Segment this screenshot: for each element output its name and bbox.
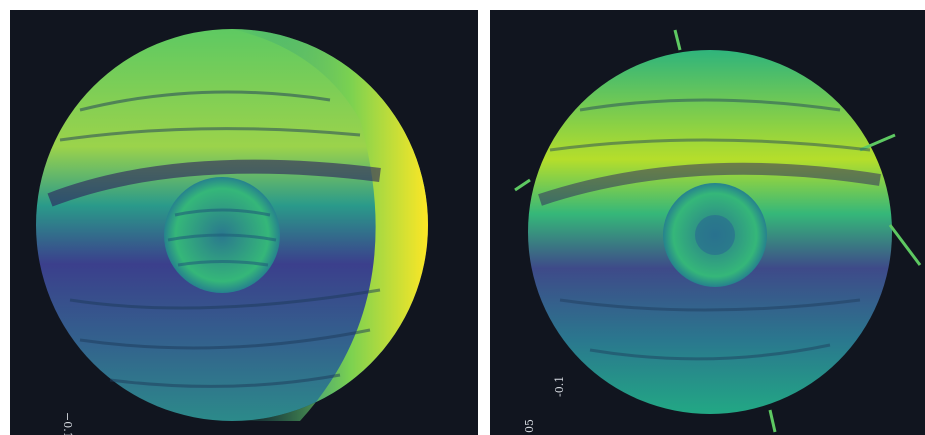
surface-ridges: [59, 90, 381, 388]
left-panel: −0.1: [10, 10, 478, 435]
surface-spikes: [514, 29, 922, 433]
surface-shadow: [538, 162, 881, 206]
axis-label: 05: [523, 419, 536, 433]
eye-ridges: [167, 208, 277, 267]
axis-label: −0.1: [61, 412, 74, 435]
surface-ridges: [549, 98, 871, 361]
axis-label: -0.1: [553, 376, 566, 397]
pupil: [695, 215, 735, 255]
surface-shadow: [47, 159, 381, 207]
surface-rim: [232, 29, 428, 421]
right-panel: -0.1 05: [490, 10, 925, 435]
